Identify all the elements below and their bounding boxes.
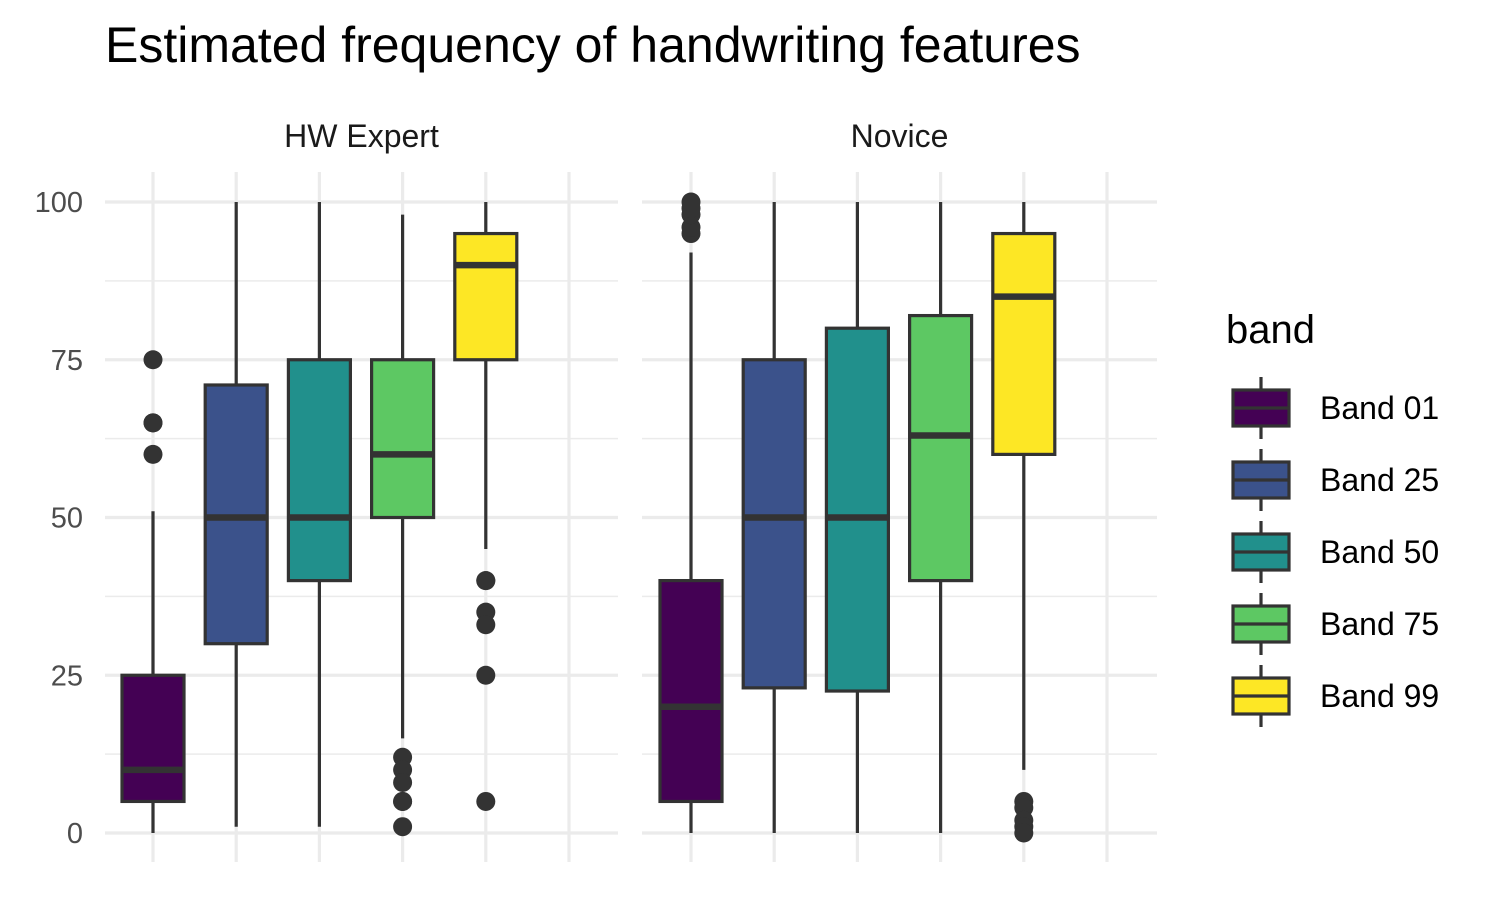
outlier-point — [393, 791, 413, 811]
legend-title: band — [1226, 308, 1315, 352]
box-iqr — [741, 358, 807, 690]
legend-item: Band 01 — [1231, 377, 1439, 439]
outlier-point — [476, 791, 496, 811]
legend-label: Band 01 — [1320, 390, 1439, 426]
legend-label: Band 50 — [1320, 534, 1439, 570]
outlier-point — [393, 773, 413, 793]
box-iqr — [453, 231, 519, 362]
facet-panel: Novice — [642, 118, 1157, 862]
box-band-25 — [203, 202, 269, 827]
chart-title: Estimated frequency of handwriting featu… — [105, 17, 1081, 73]
box-iqr — [286, 358, 352, 583]
legend: band Band 01 Band 25 Band 50 Band 75 Band 99 — [1226, 308, 1439, 727]
y-axis: 0 25 50 75 100 — [35, 187, 83, 850]
legend-label: Band 25 — [1320, 462, 1439, 498]
facet-panels: HW Expert Novice 0 25 50 75 100 — [35, 118, 1157, 862]
box-iqr — [991, 231, 1057, 457]
box-band-50 — [824, 202, 891, 833]
facet-strip-label: Novice — [851, 118, 949, 154]
legend-label: Band 99 — [1320, 678, 1439, 714]
outlier-point — [393, 817, 413, 837]
box-band-50 — [286, 202, 352, 827]
y-tick-label: 25 — [51, 660, 83, 692]
outlier-point — [476, 665, 496, 685]
outlier-point — [143, 444, 163, 464]
outlier-point — [143, 350, 163, 370]
outlier-point — [681, 192, 701, 212]
outlier-point — [1014, 823, 1034, 843]
box-iqr — [907, 313, 974, 583]
legend-item: Band 25 — [1231, 449, 1439, 511]
box-iqr — [658, 578, 724, 804]
legend-label: Band 75 — [1320, 606, 1439, 642]
legend-items: Band 01 Band 25 Band 50 Band 75 Band 99 — [1231, 377, 1439, 727]
y-tick-label: 50 — [51, 503, 83, 535]
legend-item: Band 99 — [1231, 665, 1439, 727]
box-iqr — [120, 673, 186, 804]
legend-item: Band 50 — [1231, 521, 1439, 583]
box-iqr — [824, 326, 891, 693]
box-band-01 — [658, 192, 724, 833]
box-band-99 — [453, 202, 519, 811]
box-band-01 — [120, 350, 186, 833]
y-tick-label: 100 — [35, 187, 83, 219]
outlier-point — [476, 571, 496, 591]
y-tick-label: 0 — [67, 818, 83, 850]
box-band-25 — [741, 202, 807, 833]
y-tick-label: 75 — [51, 345, 83, 377]
box-band-75 — [370, 214, 436, 837]
box-band-99 — [991, 202, 1057, 843]
outlier-point — [476, 615, 496, 635]
facet-panel: HW Expert — [105, 118, 618, 862]
box-band-75 — [907, 202, 974, 833]
outlier-point — [143, 413, 163, 433]
box-iqr — [370, 358, 436, 520]
facet-strip-label: HW Expert — [284, 118, 439, 154]
legend-item: Band 75 — [1231, 593, 1439, 655]
